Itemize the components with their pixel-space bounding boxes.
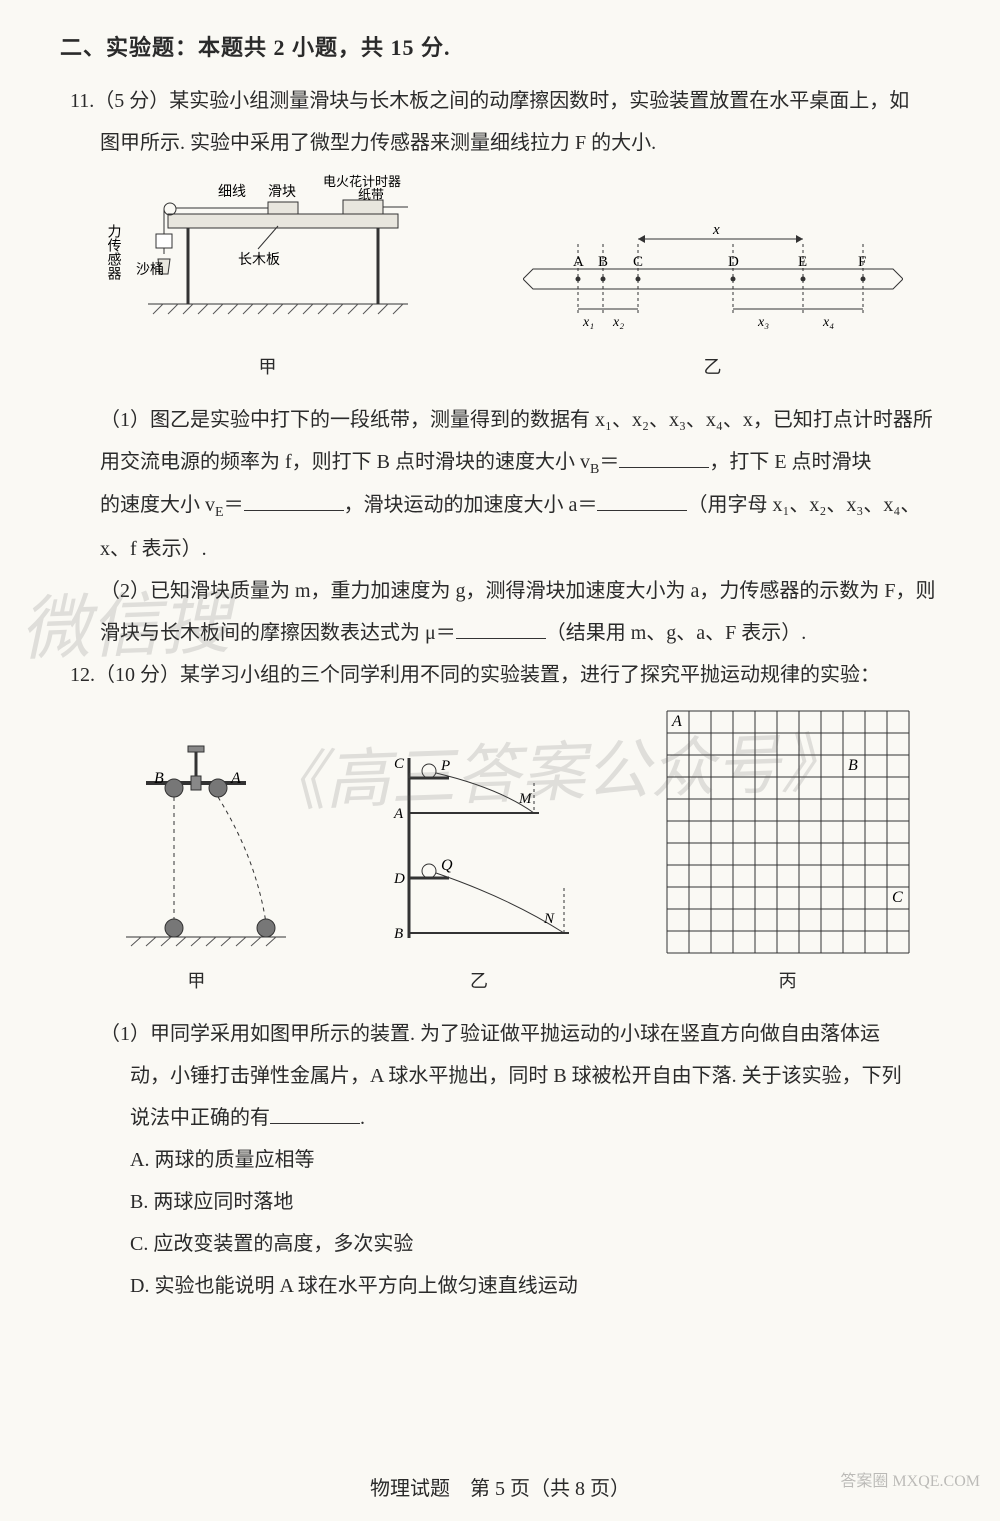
- q12-yi-svg: C P A M D Q B N: [369, 738, 589, 958]
- lab-P: P: [440, 758, 450, 774]
- q11-p1-d-sub: E: [215, 505, 224, 520]
- q11-fig-yi-caption: 乙: [523, 353, 903, 379]
- q11-p2-l2: 滑块与长木板间的摩擦因数表达式为 μ＝ （结果用 m、g、a、F 表示）.: [100, 612, 950, 654]
- q11-fig-jia: 力传感器 沙桶 细线 滑块 电火花计时器 纸带 长木板 甲: [108, 174, 428, 379]
- q12-jia-svg: B A: [96, 738, 296, 958]
- lab-A: A: [393, 806, 404, 822]
- blank-q12: [270, 1103, 360, 1124]
- q12-p1-l3: 说法中正确的有.: [130, 1097, 950, 1139]
- q12-fig-bing: A B C 丙: [662, 706, 914, 993]
- q11-p1-f: （用字母 x₁、x₂、x₃、x₄、: [687, 494, 920, 516]
- q11-p1-b-sub: B: [590, 462, 599, 477]
- lab-C: C: [394, 756, 405, 772]
- q12-p1-l2: 动，小锤打击弹性金属片，A 球水平抛出，同时 B 球被松开自由下落. 关于该实验…: [130, 1055, 950, 1097]
- lab-Q: Q: [441, 857, 453, 874]
- label-tape: 纸带: [358, 187, 384, 202]
- seg-x2: x₂: [612, 315, 624, 330]
- q11-p1-l2: 用交流电源的频率为 f，则打下 B 点时滑块的速度大小 vB＝ ，打下 E 点时滑…: [100, 441, 950, 484]
- lab-N: N: [543, 911, 555, 927]
- q12-figure-row: B A 甲: [60, 706, 950, 993]
- apparatus-svg: 力传感器 沙桶 细线 滑块 电火花计时器 纸带 长木板: [108, 174, 428, 344]
- q12-p1-l1: （1）甲同学采用如图甲所示的装置. 为了验证做平抛运动的小球在竖直方向做自由落体…: [100, 1013, 950, 1055]
- q12-fig-jia-cap: 甲: [96, 967, 296, 993]
- blank-ve: [244, 490, 344, 511]
- blank-a: [597, 490, 687, 511]
- q12-fig-yi-cap: 乙: [369, 967, 589, 993]
- seg-x4: x₄: [822, 315, 834, 330]
- tape-svg: A B C D E F x x₁ x₂ x₃ x₄: [523, 214, 903, 344]
- blank-mu: [456, 618, 546, 639]
- blank-vb: [619, 447, 709, 468]
- pt-A: A: [573, 254, 584, 270]
- lab-B: B: [394, 926, 403, 942]
- q11-fig-yi: A B C D E F x x₁ x₂ x₃ x₄: [523, 214, 903, 379]
- label-slider: 滑块: [268, 183, 296, 200]
- q11-p2-b: 滑块与长木板间的摩擦因数表达式为 μ＝: [100, 622, 456, 644]
- q11-p1-l1: （1）图乙是实验中打下的一段纸带，测量得到的数据有 x₁、x₂、x₃、x₄、x，…: [100, 399, 950, 441]
- q12-optD: D. 实验也能说明 A 球在水平方向上做匀速直线运动: [130, 1265, 950, 1307]
- q12-fig-yi: C P A M D Q B N 乙: [369, 738, 589, 993]
- q11-p2-c: （结果用 m、g、a、F 表示）.: [546, 622, 807, 644]
- lab-D: D: [393, 871, 405, 887]
- pt-C: C: [633, 254, 643, 270]
- q12-bing-svg: A B C: [662, 706, 914, 958]
- q12-fig-bing-cap: 丙: [662, 967, 914, 993]
- label-thread: 细线: [218, 184, 246, 200]
- label-bucket: 沙桶: [136, 262, 164, 278]
- q11-p1-l4: x、f 表示）.: [100, 528, 950, 570]
- q12-p1-c: 说法中正确的有: [130, 1107, 270, 1129]
- pt-D: D: [728, 254, 739, 270]
- pt-B: B: [598, 254, 608, 270]
- q12-optA: A. 两球的质量应相等: [130, 1139, 950, 1181]
- svg-text:C: C: [892, 889, 903, 906]
- q12-optC: C. 应改变装置的高度，多次实验: [130, 1223, 950, 1265]
- q11-p1-d: 的速度大小 v: [100, 494, 215, 516]
- seg-x: x: [712, 222, 720, 238]
- q11-p1-b-eq: ＝: [599, 451, 619, 473]
- q11-stem-line1: 11.（5 分）某实验小组测量滑块与长木板之间的动摩擦因数时，实验装置放置在水平…: [70, 80, 950, 122]
- label-board: 长木板: [238, 252, 280, 268]
- q11-p1-d-eq: ＝: [224, 494, 244, 516]
- page: 微信搜 《高三答案公众号》 二、实验题：本题共 2 小题，共 15 分. 11.…: [0, 0, 1000, 1521]
- section-header: 二、实验题：本题共 2 小题，共 15 分.: [60, 30, 950, 62]
- q12-fig-jia: B A 甲: [96, 738, 296, 993]
- svg-text:B: B: [848, 757, 858, 774]
- q12-optB: B. 两球应同时落地: [130, 1181, 950, 1223]
- q12-stem: 12.（10 分）某学习小组的三个同学利用不同的实验装置，进行了探究平抛运动规律…: [70, 654, 950, 696]
- pt-F: F: [858, 254, 866, 270]
- label-sensor: 力传感器: [108, 224, 122, 280]
- seg-x3: x₃: [757, 315, 769, 330]
- corner-watermark: 答案圈 MXQE.COM: [840, 1467, 980, 1491]
- lab-M: M: [518, 791, 533, 807]
- q12-p1-d: .: [360, 1107, 365, 1129]
- q11-fig-jia-caption: 甲: [108, 353, 428, 379]
- svg-text:A: A: [671, 713, 682, 730]
- pt-E: E: [798, 254, 807, 270]
- q12-jia-A: A: [230, 770, 241, 787]
- q11-p1-l3: 的速度大小 vE＝ ，滑块运动的加速度大小 a＝ （用字母 x₁、x₂、x₃、x₄、: [100, 484, 950, 527]
- q11-p2-l1: （2）已知滑块质量为 m，重力加速度为 g，测得滑块加速度大小为 a，力传感器的…: [100, 570, 950, 612]
- q12-jia-B: B: [154, 770, 164, 787]
- q11-p1-b: 用交流电源的频率为 f，则打下 B 点时滑块的速度大小 v: [100, 451, 590, 473]
- seg-x1: x₁: [582, 315, 594, 330]
- q11-p1-e: ，滑块运动的加速度大小 a＝: [344, 494, 598, 516]
- q11-figure-row: 力传感器 沙桶 细线 滑块 电火花计时器 纸带 长木板 甲: [60, 174, 950, 379]
- q11-p1-c: ，打下 E 点时滑块: [709, 451, 871, 473]
- q11-stem-line2: 图甲所示. 实验中采用了微型力传感器来测量细线拉力 F 的大小.: [100, 122, 950, 164]
